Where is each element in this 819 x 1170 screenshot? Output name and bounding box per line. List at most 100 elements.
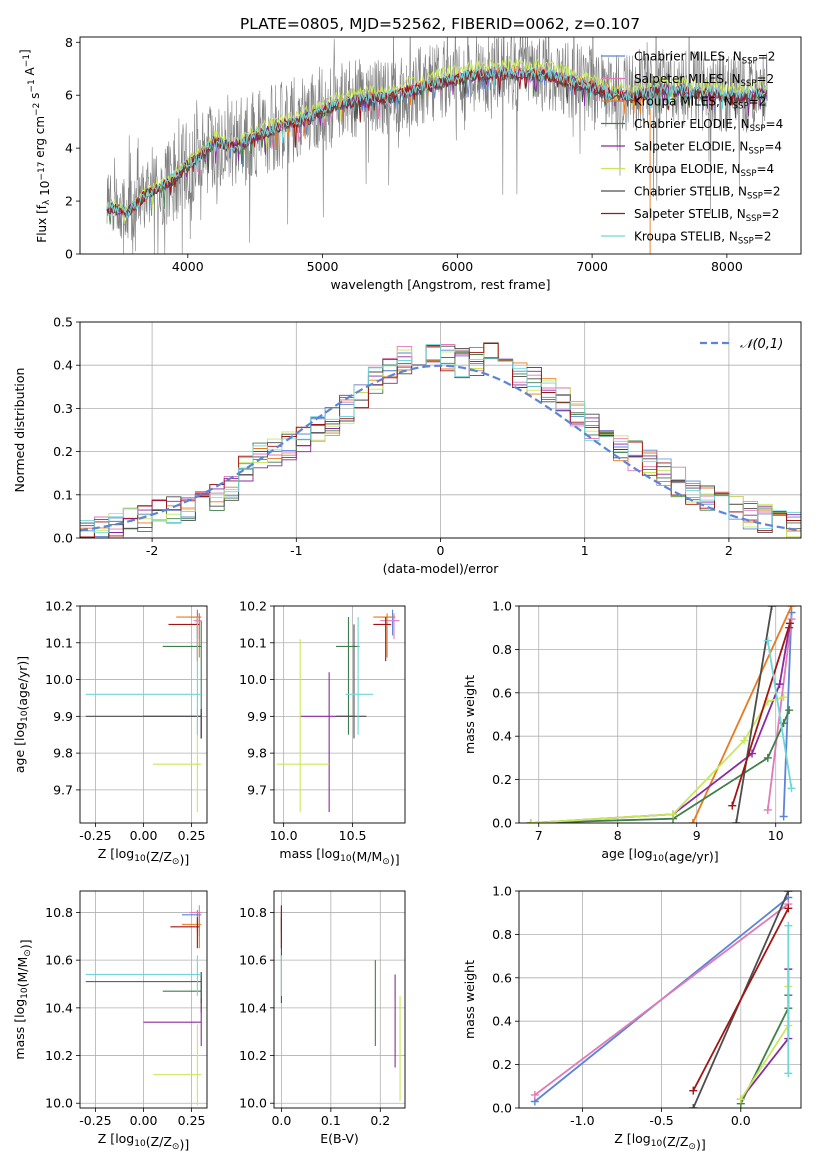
mass-weight-series xyxy=(763,636,796,793)
mass-weight-line xyxy=(692,907,790,1092)
errorbar-point xyxy=(300,672,353,812)
x-tick-label: 1 xyxy=(581,543,589,558)
y-tick-label: 0.0 xyxy=(492,1101,512,1116)
x-tick-label: -1 xyxy=(290,543,302,558)
y-tick-label: 10.4 xyxy=(45,1000,73,1015)
mass-weight-marker xyxy=(689,1104,698,1108)
axes-frame xyxy=(79,605,208,824)
mass-weight-marker xyxy=(779,812,788,821)
legend-label: 𝒩(0,1) xyxy=(740,337,783,352)
legend-label: Kroupa MILES, NSSP=2 xyxy=(634,95,766,112)
x-axis-label: Z [log10(Z/Z⊙)] xyxy=(98,1131,189,1152)
plot-area xyxy=(80,342,801,538)
x-tick-label: 7000 xyxy=(576,259,608,274)
y-tick-label: 0 xyxy=(65,247,73,262)
mass-weight-line xyxy=(740,969,790,1100)
panel-age-vs-Z: -0.25 0.00 0.25 9.7 9.8 9.9 10.0 10.1 10.2 Z [log… xyxy=(12,599,208,867)
model-fit-line xyxy=(106,64,768,219)
errorbar-point xyxy=(336,617,360,735)
axes-frame xyxy=(79,36,802,255)
x-tick-label: 0.25 xyxy=(178,828,206,843)
y-tick-label: 0.4 xyxy=(492,729,512,744)
mass-weight-series xyxy=(530,900,793,1099)
panel-weight-vs-Z: -1.0 -0.5 0.0 0.0 0.2 0.4 0.6 0.8 1.0 Z [log10(Z/… xyxy=(462,884,802,1152)
y-tick-label: 9.9 xyxy=(53,709,73,724)
panel-age-vs-mass: 10.0 10.5 9.7 9.8 9.9 10.0 10.1 10.2 mass [log10… xyxy=(239,599,406,867)
x-tick-label: 0.2 xyxy=(370,1113,390,1128)
x-axis-label: Z [log10(Z/Z⊙)] xyxy=(98,846,189,867)
y-tick-label: 0.4 xyxy=(492,1014,512,1029)
mass-weight-line xyxy=(735,606,773,823)
axes-frame xyxy=(79,890,208,1109)
mass-weight-marker xyxy=(784,904,793,913)
mass-weight-series xyxy=(732,606,776,823)
y-tick-label: 10.1 xyxy=(239,635,267,650)
errorbar-point xyxy=(162,972,202,1013)
mass-weight-line xyxy=(766,640,793,789)
errorbar-point xyxy=(85,972,202,1004)
errorbar-point xyxy=(181,912,202,949)
x-tick-label: 6000 xyxy=(441,259,473,274)
y-axis-label: mass weight xyxy=(462,675,477,754)
y-tick-label: 6 xyxy=(65,88,73,103)
plot-area xyxy=(526,606,796,823)
mass-weight-series xyxy=(728,619,794,810)
y-tick-label: 0.3 xyxy=(53,401,73,416)
x-axis-label: E(B-V) xyxy=(320,1131,359,1146)
grid xyxy=(80,605,207,823)
axes-frame xyxy=(273,890,406,1109)
legend-label: Chabrier STELIB, NSSP=2 xyxy=(634,185,781,202)
legend-label: Salpeter STELIB, NSSP=2 xyxy=(634,207,779,224)
errorbar-point xyxy=(380,613,400,640)
mass-weight-marker xyxy=(530,1090,539,1099)
grid xyxy=(274,605,405,823)
y-tick-label: 10.2 xyxy=(45,1048,73,1063)
y-tick-label: 2 xyxy=(65,194,73,209)
x-tick-label: 9 xyxy=(693,828,701,843)
mass-weight-marker xyxy=(775,680,784,689)
residual-histogram xyxy=(80,342,801,538)
x-axis-label: (data-model)/error xyxy=(383,561,500,576)
plot-area xyxy=(106,37,768,254)
mass-weight-marker xyxy=(787,606,796,610)
x-axis-label: age [log10(age/yr)] xyxy=(601,846,718,864)
y-tick-label: 10.6 xyxy=(45,953,73,968)
legend-label: Chabrier MILES, NSSP=2 xyxy=(634,50,775,67)
panel-mass-vs-EBV: 0.0 0.1 0.2 10.0 10.2 10.4 10.6 10.8 E(B-V) xyxy=(239,890,406,1146)
y-axis-label: age [log10(age/yr)] xyxy=(12,656,30,773)
errorbar-point xyxy=(143,708,202,739)
grid xyxy=(80,891,207,1108)
mass-weight-line xyxy=(731,623,791,806)
plot-area xyxy=(85,609,202,812)
errorbar-point xyxy=(373,613,394,658)
y-axis-label: Flux [fλ 10−17 erg cm−2 s−1 A−1] xyxy=(18,49,52,242)
legend-label: Kroupa ELODIE, NSSP=4 xyxy=(634,162,774,179)
y-tick-label: 10.0 xyxy=(45,1096,73,1111)
errorbar-point xyxy=(170,917,200,949)
y-tick-label: 0.5 xyxy=(53,315,73,330)
x-tick-label: 5000 xyxy=(307,259,339,274)
mass-weight-line xyxy=(740,986,790,1100)
y-tick-label: 0.6 xyxy=(492,685,512,700)
errorbar-point xyxy=(85,955,202,996)
y-tick-label: 4 xyxy=(65,141,73,156)
axes-frame xyxy=(518,605,802,824)
x-tick-label: -1.0 xyxy=(570,1113,594,1128)
mass-weight-series xyxy=(736,991,793,1108)
mass-weight-marker xyxy=(787,615,796,624)
mass-weight-marker xyxy=(785,706,794,715)
y-tick-label: 10.0 xyxy=(45,672,73,687)
y-tick-label: 10.8 xyxy=(45,905,73,920)
mass-weight-series xyxy=(526,693,788,823)
y-tick-label: 0.6 xyxy=(492,970,512,985)
grid xyxy=(274,891,405,1108)
y-tick-label: 9.7 xyxy=(247,782,267,797)
mass-weight-series xyxy=(784,921,793,1078)
legend-label: Kroupa STELIB, NSSP=2 xyxy=(634,230,772,247)
x-tick-label: 8000 xyxy=(711,259,743,274)
mass-weight-marker xyxy=(763,805,772,814)
y-tick-label: 9.9 xyxy=(247,709,267,724)
y-tick-label: 0.0 xyxy=(53,531,73,546)
plot-area xyxy=(280,905,401,1101)
